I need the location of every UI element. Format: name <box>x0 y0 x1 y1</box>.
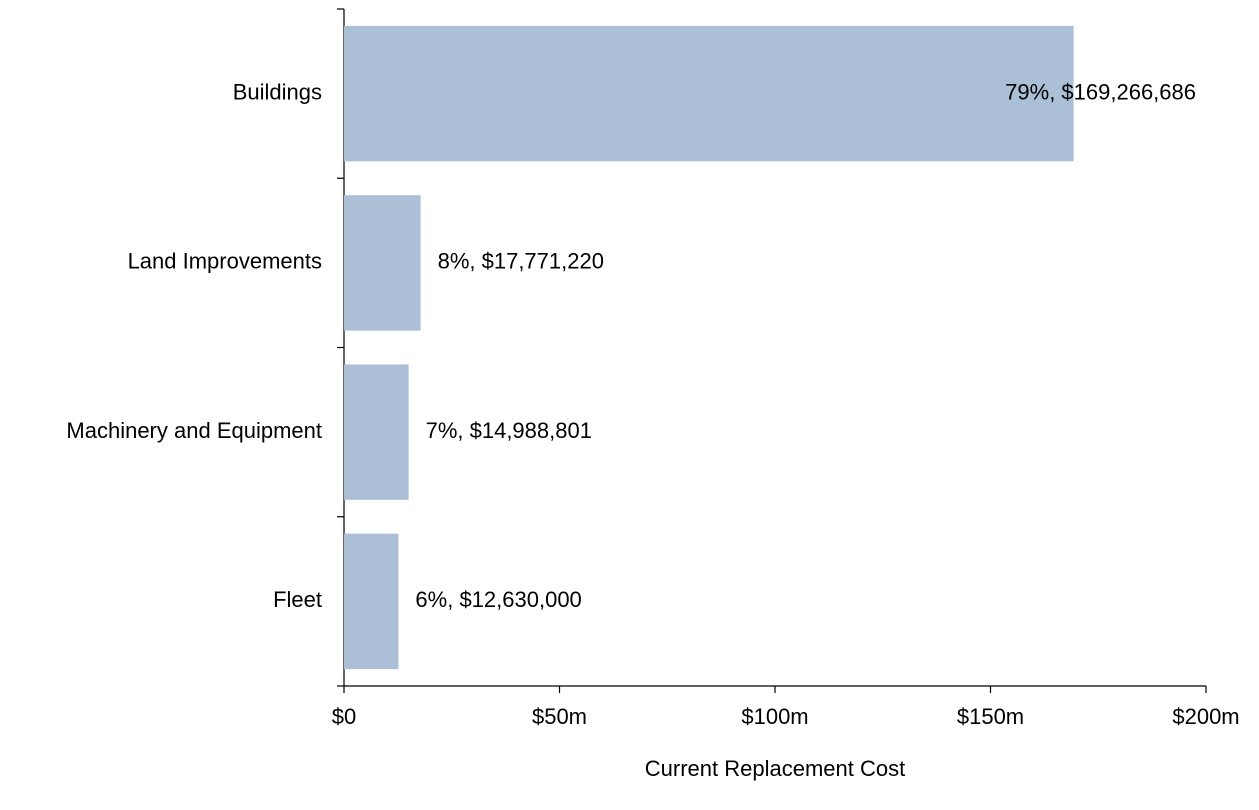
x-tick-label: $150m <box>957 704 1024 729</box>
y-tick-label: Fleet <box>273 587 322 612</box>
bar <box>344 195 421 331</box>
value-label: 7%, $14,988,801 <box>426 418 592 443</box>
x-axis-label: Current Replacement Cost <box>645 756 905 781</box>
value-label: 8%, $17,771,220 <box>438 249 604 274</box>
y-tick-label: Land Improvements <box>128 249 322 274</box>
value-label: 79%, $169,266,686 <box>1005 79 1196 104</box>
y-tick-label: Machinery and Equipment <box>66 418 322 443</box>
bar <box>344 533 399 670</box>
bar <box>344 364 409 500</box>
value-label: 6%, $12,630,000 <box>415 587 581 612</box>
y-tick-label: Buildings <box>233 79 322 104</box>
bar <box>344 25 1074 162</box>
x-tick-label: $0 <box>332 704 356 729</box>
x-tick-label: $100m <box>741 704 808 729</box>
x-tick-label: $200m <box>1172 704 1239 729</box>
x-tick-label: $50m <box>532 704 587 729</box>
